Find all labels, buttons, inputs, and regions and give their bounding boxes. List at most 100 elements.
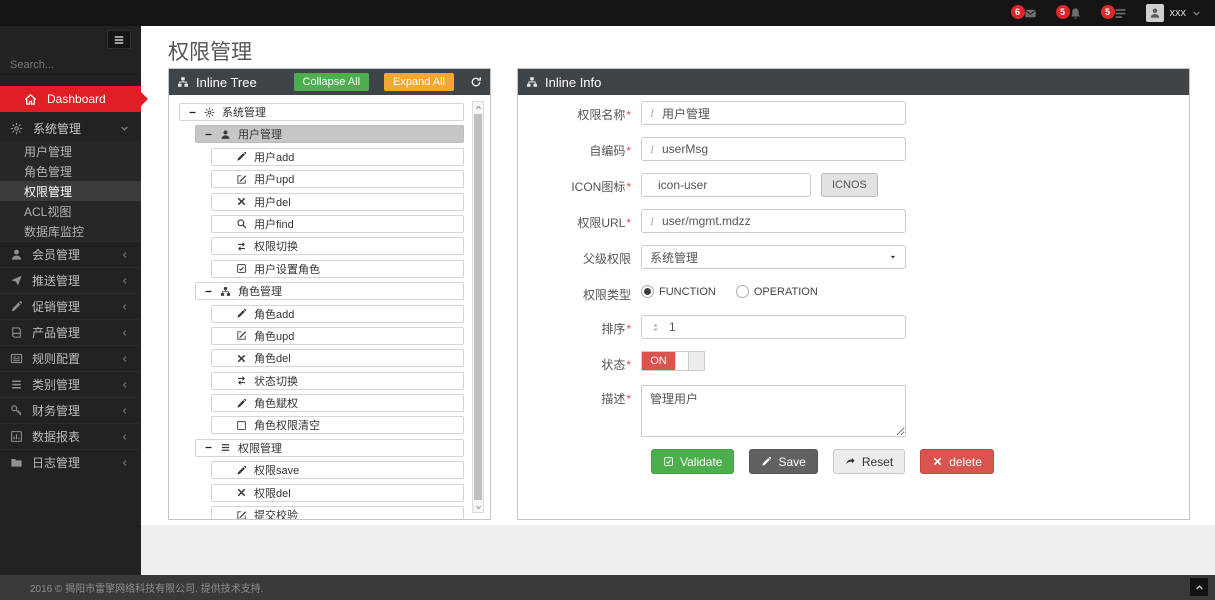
subitem-label: ACL视图 (24, 204, 72, 219)
tree-body: 系统管理 用户管理 用户add 用户upd (169, 95, 490, 519)
type-radio-option[interactable]: OPERATION (735, 285, 818, 298)
sidebar-item[interactable]: 产品管理 (0, 319, 141, 345)
tree-node-icon (236, 174, 247, 185)
user-menu[interactable]: xxx (1145, 4, 1202, 22)
notification-button[interactable]: 5 (1055, 4, 1083, 22)
chevron-left-icon (121, 329, 129, 337)
footer: 2016 © 揭阳市雷擎网络科技有限公司. 提供技术支持. (0, 575, 1215, 600)
sidebar-item[interactable]: 推送管理 (0, 267, 141, 293)
scroll-to-top-button[interactable] (1190, 578, 1208, 596)
sidebar-subitem[interactable]: 用户管理 (0, 141, 141, 161)
sidebar-item-label: 会员管理 (32, 248, 81, 262)
code-input[interactable] (662, 142, 897, 156)
notification-icon (1114, 7, 1127, 20)
tree-node[interactable]: 角色权限清空 (211, 416, 464, 435)
collapse-all-button[interactable]: Collapse All (293, 73, 370, 91)
notification-button[interactable]: 6 (1010, 4, 1038, 22)
tree-node[interactable]: 权限save (211, 461, 464, 480)
permission-form: 权限名称 I 自编码 I ICON图标 ICNOS (518, 95, 1189, 474)
scrollbar-thumb[interactable] (474, 114, 482, 500)
collapse-toggle-icon[interactable] (204, 443, 213, 452)
tree-node[interactable]: 角色管理 (195, 282, 464, 301)
collapse-toggle-icon[interactable] (204, 130, 213, 139)
tree-scrollbar[interactable] (472, 101, 484, 513)
tree-node[interactable]: 角色del (211, 349, 464, 368)
form-button[interactable]: Validate (651, 449, 735, 474)
tree-node-icon (236, 375, 247, 386)
tree-node[interactable]: 权限del (211, 483, 464, 502)
sidebar-subitem[interactable]: 数据库监控 (0, 221, 141, 241)
parent-permission-select[interactable]: 系统管理 (641, 245, 906, 269)
tree-node[interactable]: 系统管理 (179, 103, 464, 121)
sidebar-subitem[interactable]: 角色管理 (0, 161, 141, 181)
notification-badge: 5 (1055, 5, 1070, 19)
sidebar-submenu: 用户管理 角色管理 权限管理 ACL视图 数据库监控 (0, 141, 141, 241)
tree-node[interactable]: 用户upd (211, 170, 464, 189)
collapse-toggle-icon[interactable] (204, 287, 213, 296)
toggle-handle[interactable] (675, 352, 689, 370)
sidebar-item[interactable]: 促销管理 (0, 293, 141, 319)
tree-node[interactable]: 角色add (211, 304, 464, 323)
tree-node[interactable]: 用户add (211, 147, 464, 166)
sidebar-item[interactable]: 财务管理 (0, 397, 141, 423)
tree-node[interactable]: 提交校验 (211, 506, 464, 519)
tree-node-icon (220, 286, 231, 297)
type-radio-option[interactable]: FUNCTION (641, 285, 716, 298)
sidebar-item-dashboard[interactable]: Dashboard (0, 86, 148, 112)
tree-node-label: 角色赋权 (254, 398, 298, 411)
sidebar-item[interactable]: 类别管理 (0, 371, 141, 397)
sidebar-item-icon (10, 326, 23, 339)
form-button[interactable]: Save (749, 449, 818, 474)
tree-node-label: 用户管理 (238, 129, 282, 142)
chevron-down-icon (1192, 9, 1201, 18)
radio-icon[interactable] (641, 285, 654, 298)
sidebar-item-label: 产品管理 (32, 326, 81, 340)
sidebar-subitem[interactable]: ACL视图 (0, 201, 141, 221)
form-button[interactable]: Reset (832, 449, 906, 474)
description-textarea[interactable]: 管理用户 (641, 385, 906, 437)
tree-node-label: 角色del (254, 353, 291, 366)
name-input[interactable] (662, 106, 897, 120)
sidebar-toggle-button[interactable] (107, 30, 131, 49)
notification-icon (1024, 7, 1037, 20)
tree-node[interactable]: 状态切换 (211, 371, 464, 390)
tree-node[interactable]: 权限切换 (211, 237, 464, 256)
url-input[interactable] (662, 214, 897, 228)
tree-node-label: 用户del (254, 196, 291, 209)
sidebar-item[interactable]: 日志管理 (0, 449, 141, 475)
order-input[interactable] (669, 320, 897, 334)
tree-icon (526, 76, 538, 88)
tree-node[interactable]: 角色upd (211, 326, 464, 345)
tree-node-icon (236, 308, 247, 319)
tree-node[interactable]: 用户del (211, 192, 464, 211)
status-toggle[interactable]: ON (641, 351, 705, 371)
tree-node[interactable]: 用户设置角色 (211, 259, 464, 278)
button-icon (663, 456, 674, 467)
expand-all-button[interactable]: Expand All (384, 73, 454, 91)
icon-input[interactable] (658, 178, 813, 192)
scroll-down-arrow[interactable] (473, 502, 483, 512)
sidebar-subitem[interactable]: 权限管理 (0, 181, 141, 201)
collapse-toggle-icon[interactable] (188, 108, 197, 117)
scroll-up-arrow[interactable] (473, 102, 483, 112)
tree-node-icon (204, 107, 215, 118)
sidebar-item[interactable]: 会员管理 (0, 241, 141, 267)
form-button[interactable]: delete (920, 449, 994, 474)
icons-picker-button[interactable]: ICNOS (821, 173, 878, 197)
sidebar-search (0, 56, 152, 75)
tree-node[interactable]: 角色赋权 (211, 394, 464, 413)
tree-node[interactable]: 用户管理 (195, 125, 464, 144)
tree-node[interactable]: 权限管理 (195, 438, 464, 457)
user-name: xxx (1169, 7, 1187, 19)
chevron-left-icon (121, 277, 129, 285)
sidebar-item[interactable]: 数据报表 (0, 423, 141, 449)
button-label: delete (949, 454, 982, 469)
refresh-icon[interactable] (470, 76, 482, 88)
sidebar-item[interactable]: 规则配置 (0, 345, 141, 371)
notification-button[interactable]: 5 (1100, 4, 1128, 22)
tree-node[interactable]: 用户find (211, 214, 464, 233)
search-input[interactable] (10, 59, 152, 71)
sidebar-group-system[interactable]: 系统管理 (0, 115, 141, 141)
radio-icon[interactable] (735, 285, 749, 298)
sidebar-item-label: 数据报表 (32, 430, 81, 444)
